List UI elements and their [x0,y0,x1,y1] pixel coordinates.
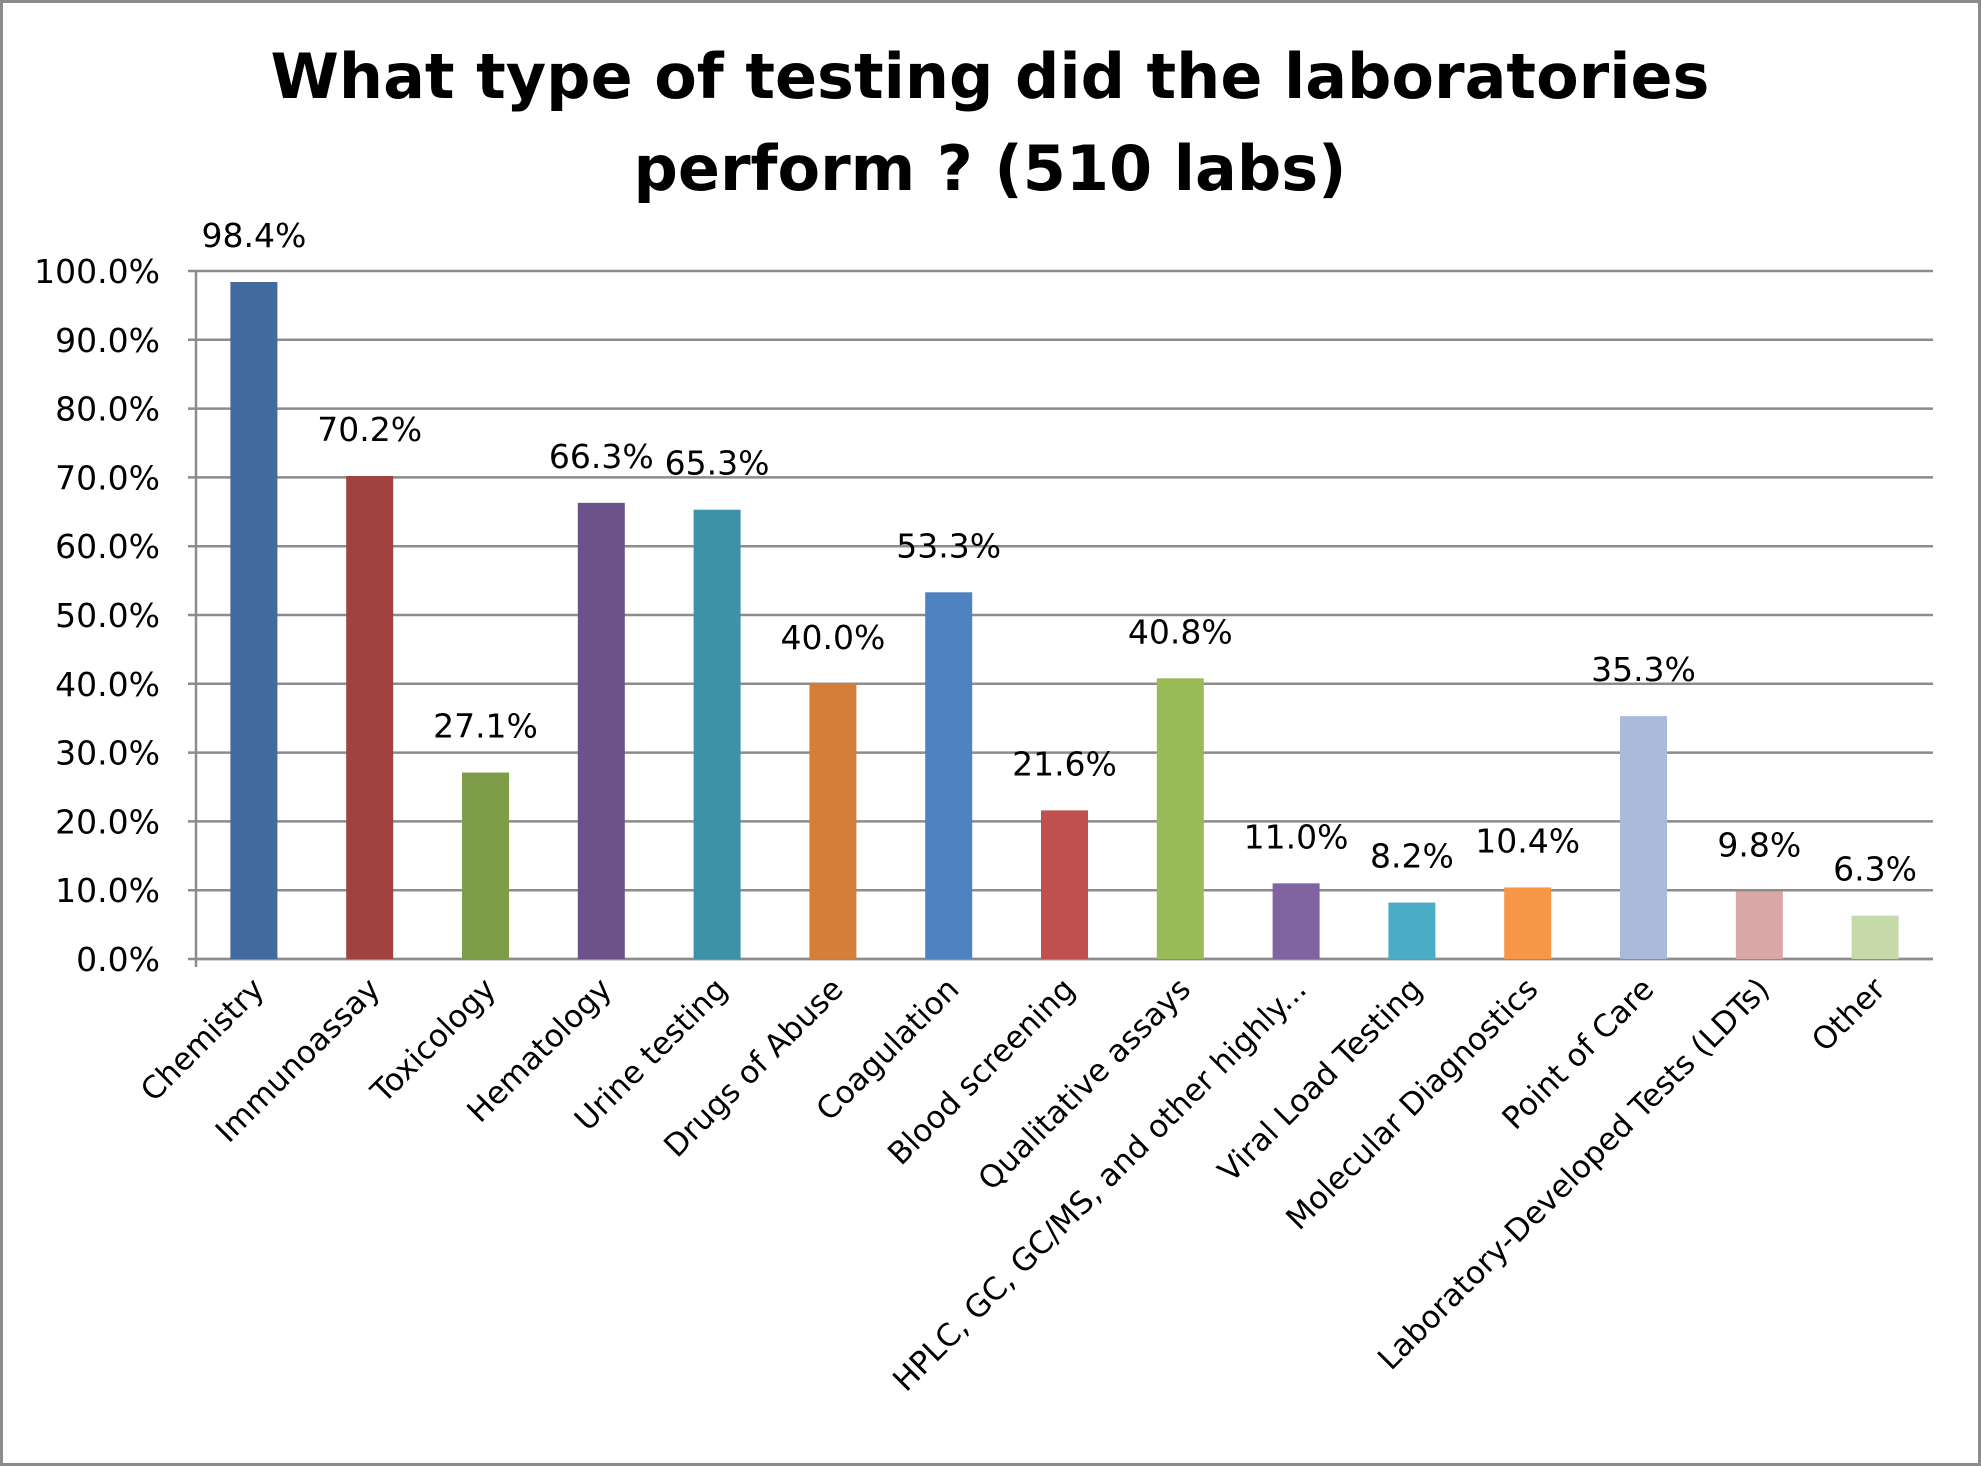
bar [577,502,625,959]
y-tick-label: 70.0% [55,458,160,497]
data-label: 8.2% [1370,837,1454,876]
y-tick-label: 50.0% [55,596,160,635]
data-label: 40.8% [1128,612,1233,651]
data-label: 65.3% [665,444,770,483]
data-label: 98.4% [201,216,306,255]
y-tick-label: 30.0% [55,734,160,773]
bar [925,592,973,959]
bar [230,282,278,959]
bar [346,476,394,959]
data-label: 40.0% [780,618,885,657]
bar [1504,887,1552,959]
chart-title-line-1: What type of testing did the laboratorie… [271,40,1710,113]
chart-title-line-2: perform ? (510 labs) [634,132,1347,205]
data-label: 10.4% [1475,821,1580,860]
bar [809,683,857,959]
bar [1041,810,1088,959]
data-label: 6.3% [1833,850,1917,889]
bar [1272,883,1320,959]
y-tick-label: 40.0% [55,665,160,704]
y-tick-label: 20.0% [55,802,160,841]
bar [462,772,509,959]
bar [1388,902,1436,959]
y-tick-label: 0.0% [76,940,160,979]
bar [1156,678,1204,959]
data-label: 35.3% [1591,650,1696,689]
y-tick-label: 100.0% [34,252,160,291]
bar [1620,716,1667,959]
bar [1851,915,1899,959]
data-label: 21.6% [1012,744,1117,783]
data-label: 66.3% [549,437,654,476]
data-label: 11.0% [1244,817,1349,856]
data-label: 53.3% [896,526,1001,565]
y-tick-label: 90.0% [55,321,160,360]
y-tick-label: 60.0% [55,527,160,566]
bar [693,509,741,959]
data-label: 70.2% [317,410,422,449]
data-label: 9.8% [1717,826,1801,865]
y-tick-label: 10.0% [55,871,160,910]
y-tick-label: 80.0% [55,390,160,429]
data-label: 27.1% [433,707,538,746]
bar [1735,891,1783,959]
